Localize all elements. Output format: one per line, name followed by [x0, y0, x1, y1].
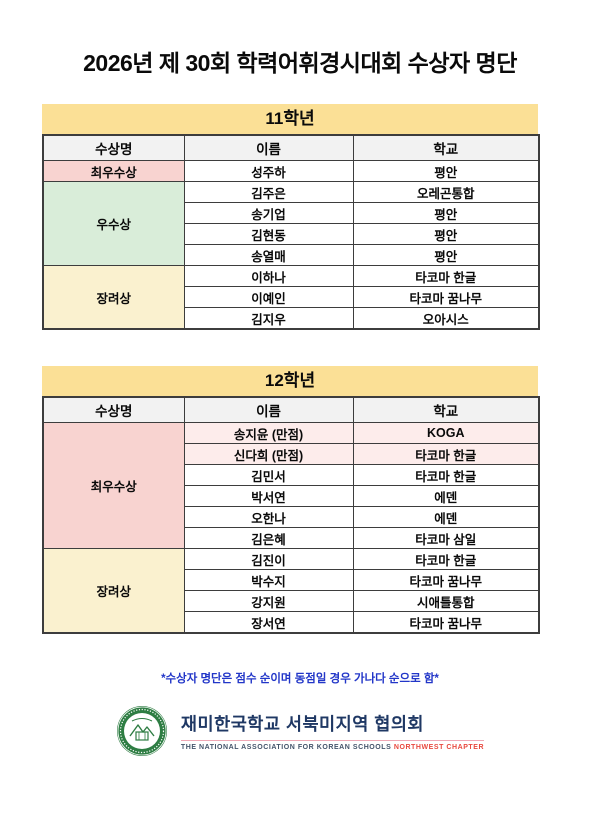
name-cell: 강지원	[183, 590, 354, 612]
table-row: 박수지 타코마 꿈나무	[43, 569, 540, 591]
name-cell: 송열매	[183, 244, 354, 266]
name-cell: 송지윤 (만점)	[183, 422, 354, 444]
award-cell: 우수상	[42, 181, 185, 266]
school-cell: 시애틀통합	[352, 590, 540, 612]
org-name-korean: 재미한국학교 서북미지역 협의회	[180, 713, 425, 734]
org-name-english-main: THE NATIONAL ASSOCIATION FOR KOREAN SCHO…	[180, 744, 392, 752]
school-cell: 타코마 한글	[352, 265, 540, 287]
school-cell: 타코마 한글	[352, 443, 540, 465]
school-cell: 타코마 한글	[352, 464, 540, 486]
column-header: 학교	[352, 396, 540, 423]
table-row: 이예인 타코마 꿈나무	[43, 286, 540, 308]
grade-table-block: 11학년 수상명 이름 학교 최우수상 성주하 평안 우수상 김주은 오레곤통합 송기업 평안 김현동 평…	[42, 104, 540, 330]
column-header: 학교	[352, 134, 540, 161]
table-row: 장려상 김진이 타코마 한글	[42, 548, 540, 634]
table-row: 강지원 시애틀통합	[43, 590, 540, 612]
award-announcement-page: 2026년 제 30회 학력어휘경시대회 수상자 명단 11학년 수상명 이름 학교 최…	[0, 44, 600, 820]
org-divider-line	[180, 739, 485, 742]
table-row: 우수상 김주은 오레곤통합	[42, 181, 540, 266]
name-cell: 오한나	[183, 506, 354, 528]
name-cell: 김주은	[183, 181, 354, 203]
org-text-block: 재미한국학교 서북미지역 협의회 THE NATIONAL ASSOCIATIO…	[180, 711, 485, 751]
column-header: 수상명	[42, 134, 185, 161]
column-header-row: 수상명 이름 학교	[42, 134, 540, 161]
school-cell: KOGA	[352, 422, 540, 444]
column-header: 이름	[183, 134, 354, 161]
column-header: 이름	[183, 396, 354, 423]
school-cell: 타코마 삼일	[352, 527, 540, 549]
school-cell: 에덴	[352, 485, 540, 507]
grade-tables: 11학년 수상명 이름 학교 최우수상 성주하 평안 우수상 김주은 오레곤통합 송기업 평안 김현동 평…	[42, 104, 540, 634]
column-header-row: 수상명 이름 학교	[42, 396, 540, 423]
school-cell: 평안	[352, 160, 540, 182]
name-cell: 김민서	[183, 464, 354, 486]
name-cell: 송기업	[183, 202, 354, 224]
name-cell: 김지우	[183, 307, 354, 330]
awards-table: 수상명 이름 학교 최우수상 송지윤 (만점) KOGA 신다희 (만점) 타코마 한글 김민서…	[42, 396, 540, 634]
grade-band: 11학년	[42, 104, 538, 134]
table-row: 김지우 오아시스	[43, 307, 540, 330]
award-cell: 최우수상	[42, 422, 185, 549]
award-cell: 장려상	[42, 265, 185, 330]
table-row: 신다희 (만점) 타코마 한글	[43, 443, 540, 465]
grade-band: 12학년	[42, 366, 538, 396]
korean-school-association-seal-icon	[116, 705, 168, 757]
grade-table-block: 12학년 수상명 이름 학교 최우수상 송지윤 (만점) KOGA 신다희 (만점) 타코마 한…	[42, 366, 540, 634]
school-cell: 에덴	[352, 506, 540, 528]
sort-note: *수상자 명단은 점수 순이며 동점일 경우 가나다 순으로 함*	[161, 673, 439, 685]
school-cell: 타코마 꿈나무	[352, 569, 540, 591]
school-cell: 타코마 꿈나무	[352, 286, 540, 308]
name-cell: 이예인	[183, 286, 354, 308]
table-row: 송열매 평안	[43, 244, 540, 266]
school-cell: 오아시스	[352, 307, 540, 330]
name-cell: 박수지	[183, 569, 354, 591]
school-cell: 타코마 꿈나무	[352, 611, 540, 634]
name-cell: 성주하	[183, 160, 354, 182]
org-name-english-chapter: NORTHWEST CHAPTER	[393, 744, 485, 752]
school-cell: 평안	[352, 223, 540, 245]
table-row: 장서연 타코마 꿈나무	[43, 611, 540, 634]
school-cell: 평안	[352, 244, 540, 266]
name-cell: 장서연	[183, 611, 354, 634]
table-row: 최우수상 성주하 평안	[42, 160, 540, 182]
award-cell: 장려상	[42, 548, 185, 634]
table-row: 장려상 이하나 타코마 한글	[42, 265, 540, 330]
school-cell: 오레곤통합	[352, 181, 540, 203]
name-cell: 이하나	[183, 265, 354, 287]
org-logo: 재미한국학교 서북미지역 협의회 THE NATIONAL ASSOCIATIO…	[0, 705, 600, 757]
table-row: 김은혜 타코마 삼일	[43, 527, 540, 549]
school-cell: 타코마 한글	[352, 548, 540, 570]
name-cell: 김진이	[183, 548, 354, 570]
award-cell: 최우수상	[42, 160, 185, 182]
org-name-english: THE NATIONAL ASSOCIATION FOR KOREAN SCHO…	[181, 744, 484, 751]
school-cell: 평안	[352, 202, 540, 224]
name-cell: 김은혜	[183, 527, 354, 549]
name-cell: 김현동	[183, 223, 354, 245]
page-title: 2026년 제 30회 학력어휘경시대회 수상자 명단	[83, 50, 517, 76]
name-cell: 신다희 (만점)	[183, 443, 354, 465]
table-row: 최우수상 송지윤 (만점) KOGA	[42, 422, 540, 549]
name-cell: 박서연	[183, 485, 354, 507]
table-row: 박서연 에덴	[43, 485, 540, 507]
awards-table: 수상명 이름 학교 최우수상 성주하 평안 우수상 김주은 오레곤통합 송기업 평안 김현동 평안 송열매…	[42, 134, 540, 330]
column-header: 수상명	[42, 396, 185, 423]
